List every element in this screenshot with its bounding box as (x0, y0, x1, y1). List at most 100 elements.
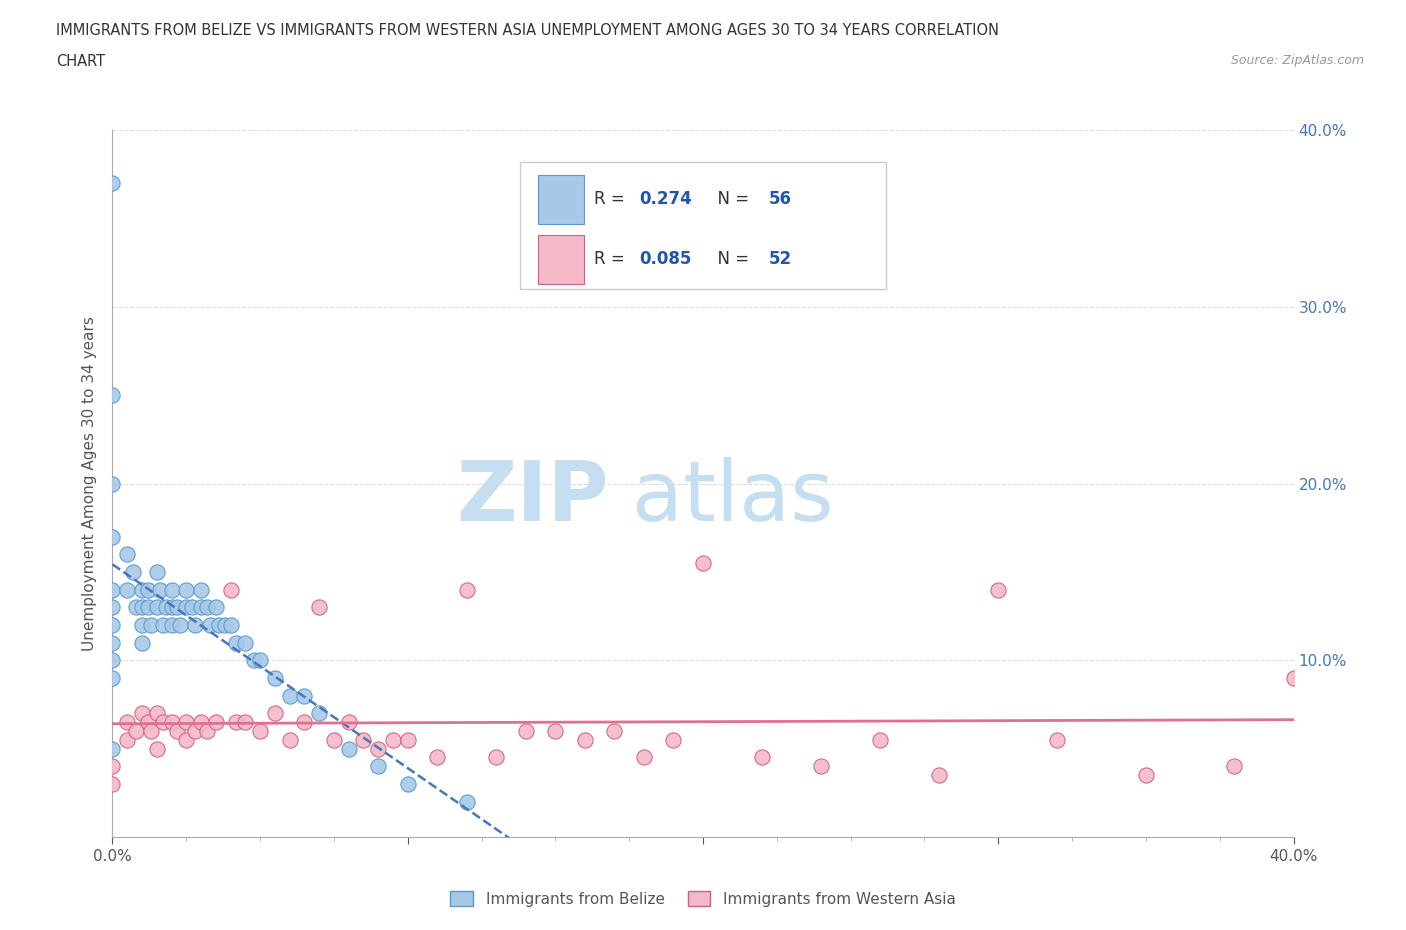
Point (131, 706, 153, 721)
Point (323, 733, 346, 748)
Point (485, 750, 508, 764)
Point (101, 476, 124, 491)
Point (751, 750, 773, 764)
Point (131, 635, 153, 650)
Point (426, 750, 449, 764)
Text: N =: N = (707, 250, 754, 268)
Point (869, 733, 891, 748)
Point (146, 741, 169, 756)
Point (1046, 733, 1069, 748)
Point (205, 714, 228, 729)
Point (337, 714, 360, 729)
Point (155, 600, 177, 615)
Point (101, 176, 124, 191)
Point (131, 618, 153, 632)
Point (233, 635, 256, 650)
Point (122, 565, 145, 579)
Point (574, 733, 596, 748)
Point (101, 600, 124, 615)
Text: Source: ZipAtlas.com: Source: ZipAtlas.com (1230, 54, 1364, 67)
Point (101, 388, 124, 403)
Point (160, 618, 183, 632)
Point (117, 547, 138, 562)
Point (174, 733, 197, 748)
Point (243, 653, 266, 668)
Point (190, 714, 212, 729)
Point (225, 635, 247, 650)
FancyBboxPatch shape (537, 175, 583, 223)
Point (1135, 768, 1157, 783)
Point (101, 653, 124, 668)
Text: atlas: atlas (633, 458, 834, 538)
Point (214, 618, 236, 632)
Point (987, 582, 1010, 597)
Point (136, 582, 159, 597)
Point (249, 653, 271, 668)
Point (160, 582, 183, 597)
Legend: Immigrants from Belize, Immigrants from Western Asia: Immigrants from Belize, Immigrants from … (444, 885, 962, 913)
Point (396, 777, 419, 791)
Point (101, 741, 124, 756)
Point (152, 618, 174, 632)
Point (308, 706, 330, 721)
Point (184, 618, 207, 632)
Point (278, 688, 301, 703)
Point (101, 529, 124, 544)
Point (181, 600, 204, 615)
Point (117, 733, 138, 748)
Point (205, 600, 228, 615)
Text: ZIP: ZIP (456, 458, 609, 538)
Point (184, 724, 207, 738)
Point (249, 724, 271, 738)
Point (292, 688, 315, 703)
Point (308, 600, 330, 615)
Point (264, 706, 287, 721)
Point (174, 714, 197, 729)
Point (139, 618, 162, 632)
Text: CHART: CHART (56, 54, 105, 69)
Point (190, 582, 212, 597)
FancyBboxPatch shape (520, 162, 886, 289)
Point (225, 714, 247, 729)
Y-axis label: Unemployment Among Ages 30 to 34 years: Unemployment Among Ages 30 to 34 years (82, 316, 97, 651)
Point (1282, 671, 1305, 685)
Point (101, 759, 124, 774)
Point (264, 671, 287, 685)
Point (101, 671, 124, 685)
Point (166, 600, 188, 615)
FancyBboxPatch shape (537, 235, 583, 284)
Text: 0.085: 0.085 (640, 250, 692, 268)
Text: R =: R = (595, 190, 630, 208)
Point (367, 759, 389, 774)
Text: R =: R = (595, 250, 630, 268)
Point (146, 600, 169, 615)
Point (208, 618, 231, 632)
Point (544, 724, 567, 738)
Point (456, 582, 478, 597)
Text: N =: N = (707, 190, 754, 208)
Point (149, 582, 172, 597)
Point (190, 600, 212, 615)
Point (1223, 759, 1246, 774)
Point (382, 733, 405, 748)
Text: IMMIGRANTS FROM BELIZE VS IMMIGRANTS FROM WESTERN ASIA UNEMPLOYMENT AMONG AGES 3: IMMIGRANTS FROM BELIZE VS IMMIGRANTS FRO… (56, 23, 1000, 38)
Point (292, 714, 315, 729)
Point (131, 582, 153, 597)
Point (278, 733, 301, 748)
Text: 52: 52 (769, 250, 792, 268)
Point (136, 600, 159, 615)
Point (160, 600, 183, 615)
Point (101, 777, 124, 791)
Point (233, 714, 256, 729)
Point (169, 618, 191, 632)
Point (174, 582, 197, 597)
Point (160, 714, 183, 729)
Point (136, 714, 159, 729)
Point (117, 714, 138, 729)
Point (195, 600, 218, 615)
Point (125, 724, 148, 738)
Point (367, 741, 389, 756)
Point (662, 733, 685, 748)
Point (195, 724, 218, 738)
Point (633, 750, 655, 764)
